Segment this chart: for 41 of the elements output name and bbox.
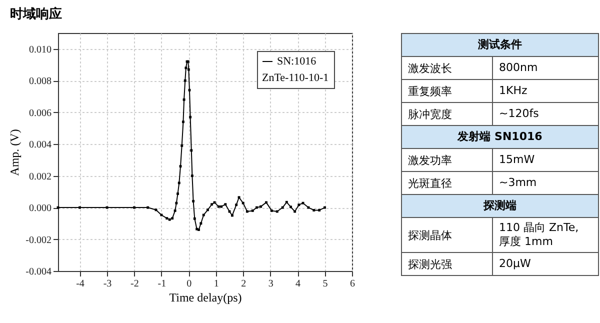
legend-label: SN:1016 xyxy=(277,56,317,68)
y-tick-label: 0.004 xyxy=(29,140,52,151)
x-tick-label: 2 xyxy=(241,278,246,290)
x-tick-label: 6 xyxy=(350,278,355,290)
text: 光斑直径 xyxy=(402,172,493,194)
text: 15mW xyxy=(498,152,536,168)
y-tick-label: -0.002 xyxy=(26,234,52,246)
text: 探测端 xyxy=(402,195,598,218)
text: 110 晶向 ZnTe, 厚度 1mm xyxy=(498,220,580,250)
text: 脉冲宽度 xyxy=(402,103,493,125)
text: 1KHz xyxy=(498,83,528,99)
text: 发射端 SN1016 xyxy=(402,126,598,149)
text: 800nm xyxy=(498,60,539,76)
x-tick-label: -2 xyxy=(130,278,139,290)
text: ~120fs xyxy=(498,106,540,122)
legend-title: ZnTe-110-10-1 xyxy=(262,72,329,84)
y-tick-label: 0.000 xyxy=(29,203,52,214)
x-tick-label: 4 xyxy=(296,278,301,290)
x-tick-label: -3 xyxy=(103,278,112,290)
x-tick-label: -1 xyxy=(158,278,166,290)
x-tick-label: 0 xyxy=(186,278,192,290)
y-axis-title: Amp. (V) xyxy=(8,129,22,176)
x-axis-title: Time delay(ps) xyxy=(169,290,242,304)
text: 激发波长 xyxy=(402,57,493,79)
text: 测试条件 xyxy=(402,34,598,57)
y-tick-label: 0.008 xyxy=(29,76,52,88)
y-tick-label: 0.002 xyxy=(29,171,52,182)
y-tick-label: 0.010 xyxy=(29,44,52,56)
text: 探测晶体 xyxy=(402,218,493,252)
x-tick-label: -4 xyxy=(76,278,84,290)
text: ~3mm xyxy=(498,175,538,191)
chart-title: 时域响应 xyxy=(10,6,62,22)
x-tick-label: 1 xyxy=(214,278,219,290)
y-tick-label: 0.006 xyxy=(29,108,52,119)
text: 探测光强 xyxy=(402,253,493,275)
text: 激发功率 xyxy=(402,149,493,171)
x-tick-label: 3 xyxy=(268,278,274,290)
text: 20μW xyxy=(498,256,532,272)
text: 重复频率 xyxy=(402,80,493,102)
x-tick-label: 5 xyxy=(322,278,328,290)
y-tick-label: -0.004 xyxy=(26,266,52,278)
